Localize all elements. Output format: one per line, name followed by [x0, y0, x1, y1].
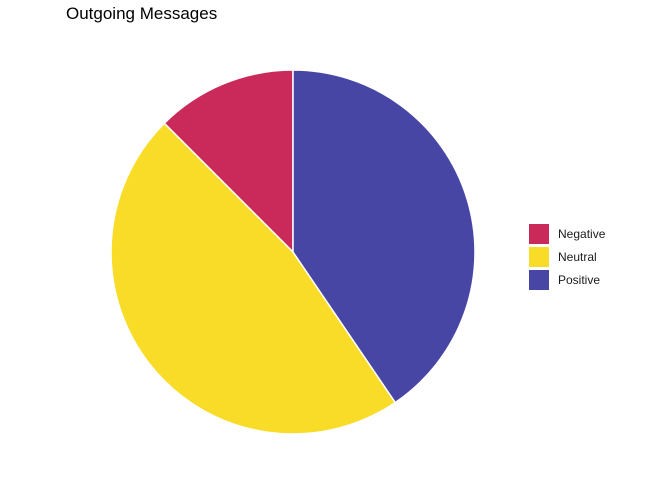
- legend-item-neutral[interactable]: Neutral: [529, 245, 605, 268]
- legend-label-negative: Negative: [558, 226, 606, 241]
- pie-slice-neutral[interactable]: [110, 122, 397, 435]
- legend-swatch-negative: [529, 223, 549, 244]
- legend-label-positive: Positive: [558, 272, 601, 287]
- pie-slice-negative[interactable]: [163, 69, 294, 254]
- legend-swatch-neutral: [529, 246, 549, 267]
- legend-item-positive[interactable]: Positive: [529, 268, 605, 291]
- legend-swatch-positive: [529, 269, 549, 290]
- pie-slice-positive[interactable]: [292, 69, 476, 404]
- legend-label-neutral: Neutral: [558, 249, 597, 264]
- legend-item-negative[interactable]: Negative: [529, 222, 605, 245]
- chart-legend: Negative Neutral Positive: [529, 222, 605, 291]
- pie-slices: [110, 69, 476, 435]
- chart-title: Outgoing Messages: [66, 4, 218, 23]
